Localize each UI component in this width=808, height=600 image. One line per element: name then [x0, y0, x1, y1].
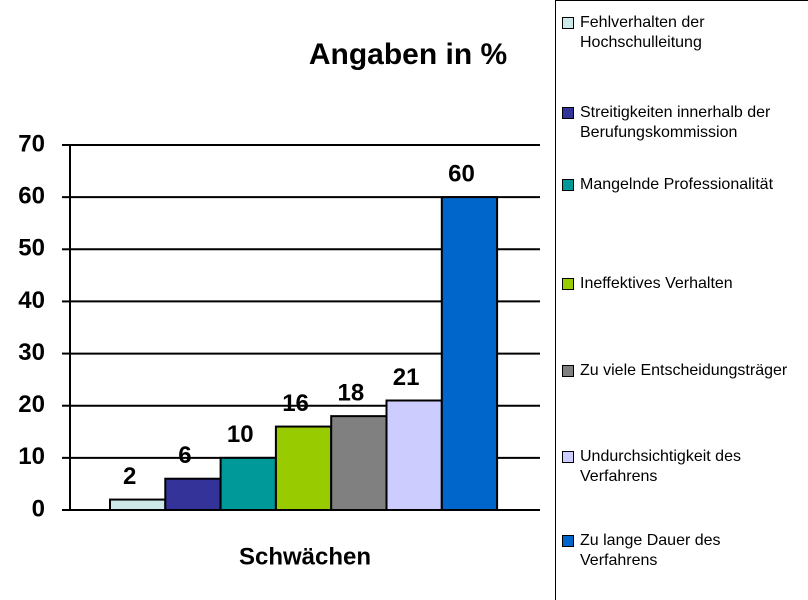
data-label: 2 — [123, 463, 136, 490]
y-tick-label: 0 — [32, 495, 45, 522]
bar — [219, 456, 277, 512]
legend-label: Ineffektives Verhalten — [580, 275, 733, 292]
legend-item: Streitigkeiten innerhalb der Berufungsko… — [562, 103, 792, 143]
legend-label: Streitigkeiten innerhalb der Berufungsko… — [580, 104, 771, 141]
data-label: 6 — [178, 442, 191, 469]
data-label: 21 — [393, 364, 420, 391]
legend-swatch — [562, 365, 574, 377]
legend-swatch — [562, 451, 574, 463]
legend-swatch — [562, 278, 574, 290]
x-axis-label: Schwächen — [239, 543, 371, 570]
legend-item: Ineffektives Verhalten — [562, 274, 792, 294]
y-tick-label: 60 — [18, 182, 45, 209]
y-tick-label: 50 — [18, 235, 45, 262]
legend-swatch — [562, 535, 574, 547]
bar — [109, 498, 167, 512]
bar — [440, 196, 499, 511]
bar — [330, 415, 388, 511]
legend-swatch — [562, 17, 574, 29]
legend-item: Undurchsichtigkeit des Verfahrens — [562, 447, 792, 487]
y-tick-label: 30 — [18, 339, 45, 366]
legend-label: Fehlverhalten der Hochschulleitung — [580, 14, 705, 51]
y-tick-label: 70 — [18, 130, 45, 157]
chart-title: Angaben in % — [309, 38, 507, 71]
legend: Fehlverhalten der Hochschulleitung Streit… — [555, 0, 808, 600]
y-tick-label: 40 — [18, 287, 45, 314]
legend-item: Zu lange Dauer des Verfahrens — [562, 531, 792, 571]
data-label: 10 — [227, 421, 254, 448]
legend-label: Mangelnde Professionalität — [580, 176, 774, 193]
legend-label: Undurchsichtigkeit des Verfahrens — [580, 448, 741, 485]
legend-swatch — [562, 107, 574, 119]
y-tick-label: 20 — [18, 391, 45, 418]
legend-swatch — [562, 179, 574, 191]
bar — [164, 477, 222, 512]
bar — [274, 425, 333, 512]
bar — [385, 399, 443, 511]
legend-item: Zu viele Entscheidungsträger — [562, 361, 792, 381]
legend-item: Fehlverhalten der Hochschulleitung — [562, 13, 792, 53]
data-label: 18 — [337, 379, 364, 406]
data-label: 60 — [448, 160, 475, 187]
legend-label: Zu lange Dauer des Verfahrens — [580, 532, 721, 569]
y-tick-label: 10 — [18, 443, 45, 470]
legend-label: Zu viele Entscheidungsträger — [580, 362, 788, 379]
legend-item: Mangelnde Professionalität — [562, 175, 792, 195]
data-label: 16 — [282, 390, 309, 417]
